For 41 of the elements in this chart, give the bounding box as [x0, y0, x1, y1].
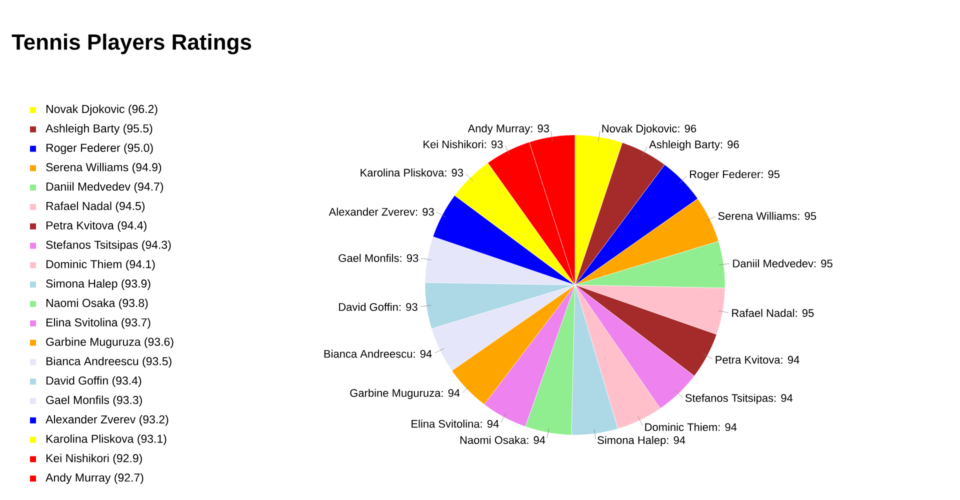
- legend-label: Serena Williams (94.9): [46, 162, 162, 174]
- data-label: Naomi Osaka: 94: [460, 436, 546, 444]
- data-label: Roger Federer: 95: [690, 170, 780, 180]
- legend-label: David Goffin (93.4): [46, 376, 142, 387]
- legend-label: Dominic Thiem (94.1): [46, 260, 155, 271]
- legend-label: Daniil Medvedev (94.7): [46, 182, 164, 193]
- data-label: Kei Nishikori: 93: [424, 140, 503, 148]
- data-label: Andy Murray: 93: [468, 124, 550, 134]
- legend-label: Bianca Andreescu (93.5): [46, 356, 172, 368]
- legend-label: Elina Svitolina (93.7): [46, 318, 150, 329]
- data-label: Ashleigh Barty: 96: [649, 140, 739, 150]
- legend-label: Andy Murray (92.7): [46, 473, 144, 484]
- data-label: Rafael Nadal: 95: [732, 308, 814, 317]
- data-label: Karolina Pliskova: 93: [360, 168, 464, 177]
- data-label: Serena Williams: 95: [718, 212, 816, 220]
- chart-title: Tennis Players Ratings: [12, 34, 252, 54]
- legend-label: Gael Monfils (93.3): [46, 396, 142, 406]
- data-label: Simona Halep: 94: [598, 436, 686, 446]
- legend-label: Karolina Pliskova (93.1): [46, 434, 166, 446]
- legend-label: Petra Kvitova (94.4): [46, 221, 146, 232]
- data-label: Dominic Thiem: 94: [645, 422, 737, 432]
- legend-label: Ashleigh Barty (95.5): [46, 124, 152, 135]
- data-label: Daniil Medvedev: 95: [733, 259, 832, 268]
- legend-label: Rafael Nadal (94.5): [46, 202, 145, 212]
- legend-label: Roger Federer (95.0): [46, 143, 153, 154]
- legend-label: Stefanos Tsitsipas (94.3): [46, 240, 171, 252]
- legend-label: Alexander Zverev (93.2): [46, 415, 168, 426]
- legend-label: Garbine Muguruza (93.6): [46, 337, 174, 348]
- legend-label: Novak Djokovic (96.2): [46, 104, 158, 116]
- data-label: Bianca Andreescu: 94: [324, 350, 432, 358]
- legend-label: Naomi Osaka (93.8): [46, 298, 148, 310]
- data-label: Novak Djokovic: 96: [602, 124, 696, 135]
- data-label: Alexander Zverev: 93: [328, 208, 434, 216]
- data-label: Elina Svitolina: 94: [412, 420, 499, 428]
- data-label: Garbine Muguruza: 94: [350, 388, 460, 400]
- data-label: David Goffin: 93: [339, 302, 418, 311]
- legend-label: Kei Nishikori (92.9): [46, 454, 142, 465]
- data-label: Gael Monfils: 93: [338, 254, 418, 262]
- data-label: Stefanos Tsitsipas: 94: [685, 394, 793, 404]
- data-label: Petra Kvitova: 94: [716, 356, 800, 364]
- legend-label: Simona Halep (93.9): [46, 279, 150, 290]
